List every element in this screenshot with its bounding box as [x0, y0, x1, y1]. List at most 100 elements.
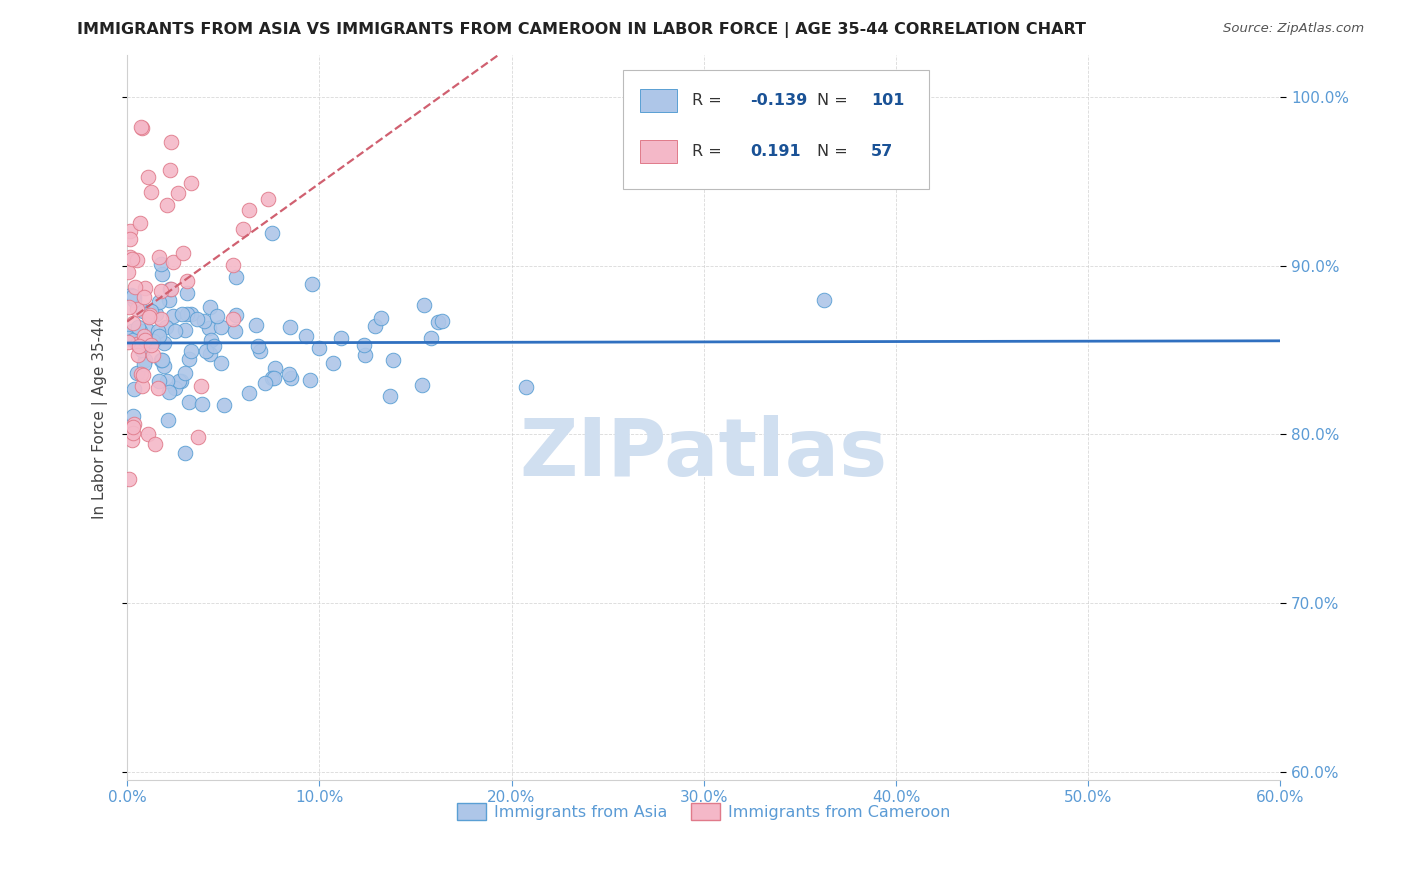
Point: [128, 336, 150, 351]
Point: [238, 202, 260, 217]
Point: [157, 385, 180, 400]
Point: [155, 320, 177, 334]
Point: [246, 338, 269, 352]
Point: [257, 192, 280, 206]
Point: [198, 300, 221, 314]
Point: [142, 348, 165, 362]
Point: [419, 331, 441, 345]
Point: [134, 333, 156, 347]
Point: [122, 417, 145, 431]
Point: [143, 436, 166, 450]
Point: [148, 251, 170, 265]
Point: [131, 343, 153, 357]
Point: [117, 331, 139, 345]
Point: [125, 252, 148, 267]
Point: [430, 314, 453, 328]
Point: [515, 380, 537, 394]
Point: [262, 370, 284, 384]
Point: [162, 309, 184, 323]
Point: [299, 373, 322, 387]
Point: [139, 338, 162, 352]
Point: [118, 251, 141, 265]
Point: [165, 324, 187, 338]
Point: [120, 288, 142, 302]
Point: [121, 333, 143, 347]
Point: [427, 315, 450, 329]
Point: [150, 257, 173, 271]
Point: [277, 367, 299, 381]
Point: [121, 289, 143, 303]
Point: [224, 324, 246, 338]
Point: [225, 270, 247, 285]
Point: [174, 366, 197, 380]
Point: [125, 336, 148, 351]
Point: [180, 176, 202, 190]
Point: [200, 347, 222, 361]
Point: [209, 320, 232, 334]
Point: [136, 426, 159, 441]
Point: [232, 222, 254, 236]
Point: [381, 353, 404, 368]
Text: 0.191: 0.191: [749, 144, 800, 159]
Point: [209, 356, 232, 370]
Point: [172, 246, 194, 260]
Point: [122, 409, 145, 424]
Point: [245, 318, 267, 333]
Text: 101: 101: [870, 94, 904, 108]
Point: [149, 312, 172, 326]
Point: [139, 304, 162, 318]
Point: [121, 324, 143, 338]
Text: R =: R =: [692, 144, 727, 159]
Point: [413, 297, 436, 311]
Point: [157, 293, 180, 307]
Point: [134, 329, 156, 343]
Point: [176, 274, 198, 288]
Text: R =: R =: [692, 94, 727, 108]
Point: [264, 361, 287, 376]
Point: [134, 280, 156, 294]
Point: [174, 323, 197, 337]
Text: ZIPatlas: ZIPatlas: [520, 415, 887, 492]
FancyBboxPatch shape: [623, 70, 928, 189]
Point: [134, 353, 156, 368]
Bar: [640, 89, 678, 112]
Point: [222, 312, 245, 326]
Point: [139, 185, 162, 199]
Point: [322, 356, 344, 370]
Point: [280, 370, 302, 384]
Point: [127, 347, 149, 361]
Point: [193, 314, 215, 328]
Point: [122, 293, 145, 307]
Text: -0.139: -0.139: [749, 94, 807, 108]
Point: [128, 339, 150, 353]
Point: [200, 333, 222, 347]
Point: [152, 359, 174, 373]
Point: [167, 374, 190, 388]
Point: [124, 290, 146, 304]
Point: [353, 337, 375, 351]
Point: [159, 163, 181, 178]
Point: [163, 381, 186, 395]
Point: [411, 377, 433, 392]
Point: [131, 368, 153, 382]
Point: [134, 289, 156, 303]
Point: [202, 339, 225, 353]
Point: [179, 351, 201, 366]
Point: [153, 336, 176, 351]
Point: [122, 382, 145, 396]
Point: [173, 446, 195, 460]
Point: [370, 311, 392, 326]
Point: [150, 353, 173, 368]
Point: [118, 232, 141, 246]
Text: N =: N =: [817, 144, 852, 159]
Point: [121, 252, 143, 267]
Point: [813, 293, 835, 307]
Point: [145, 307, 167, 321]
Point: [149, 284, 172, 298]
Point: [186, 311, 208, 326]
Point: [131, 120, 153, 135]
Point: [146, 324, 169, 338]
Bar: [640, 140, 678, 163]
Point: [148, 381, 170, 395]
Point: [129, 368, 152, 382]
